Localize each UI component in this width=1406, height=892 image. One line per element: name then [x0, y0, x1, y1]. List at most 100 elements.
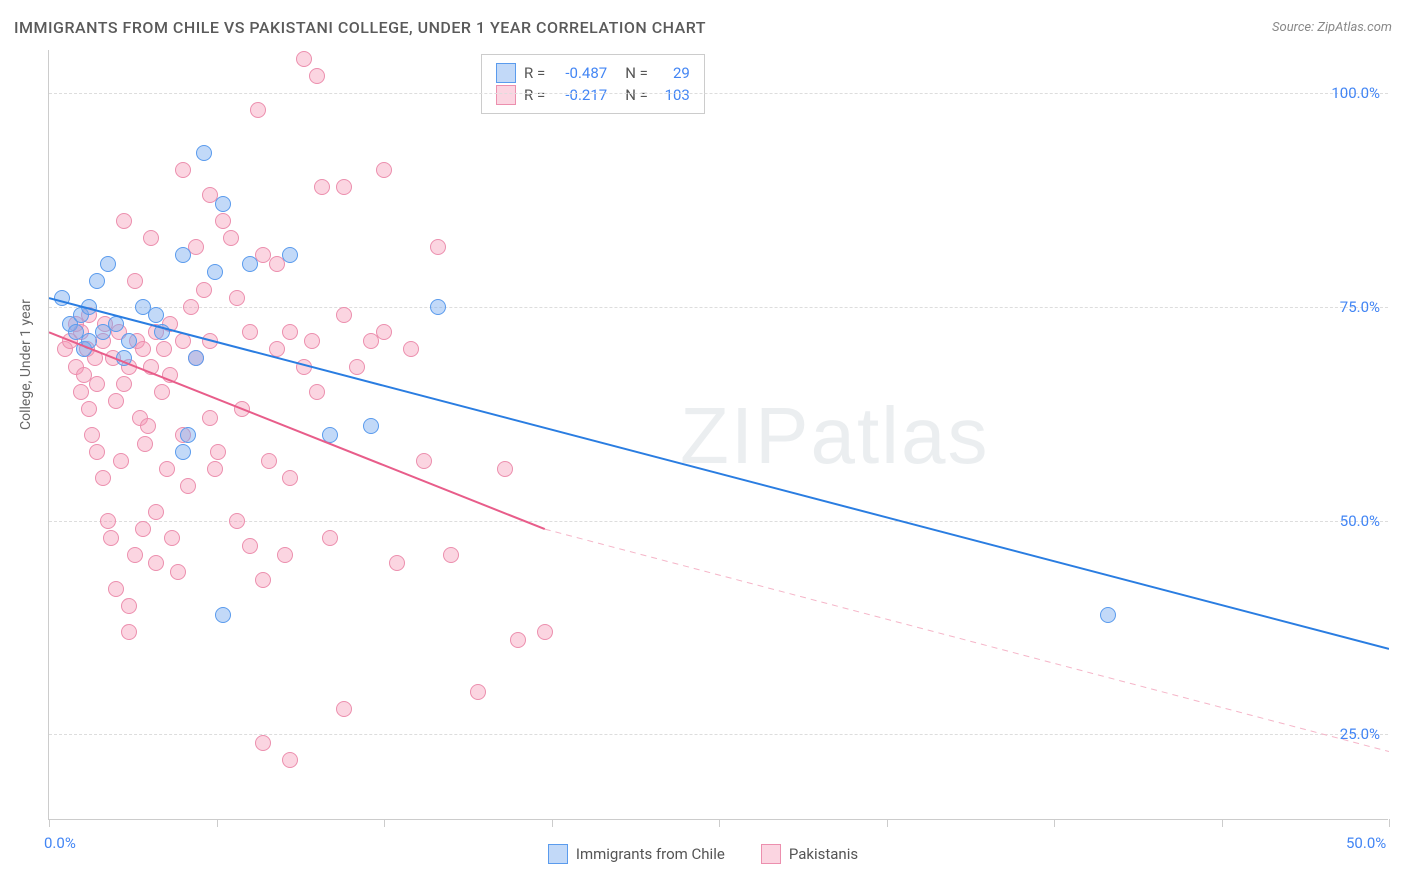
scatter-point — [416, 453, 432, 469]
scatter-point — [234, 401, 250, 417]
scatter-point — [255, 572, 271, 588]
scatter-point — [143, 230, 159, 246]
scatter-point — [1100, 607, 1116, 623]
x-tick — [552, 819, 553, 827]
scatter-point — [215, 196, 231, 212]
scatter-point — [336, 701, 352, 717]
x-tick — [719, 819, 720, 827]
bottom-legend: Immigrants from Chile Pakistanis — [0, 844, 1406, 864]
y-tick-label: 100.0% — [1331, 84, 1380, 102]
n-value-chile: 29 — [656, 64, 690, 82]
x-tick-label: 0.0% — [44, 834, 76, 852]
source-attribution: Source: ZipAtlas.com — [1272, 20, 1392, 35]
chart-plot-area: R = -0.487 N = 29 R = -0.217 N = 103 25.… — [48, 50, 1388, 820]
scatter-point — [100, 513, 116, 529]
y-tick-label: 50.0% — [1340, 512, 1380, 530]
scatter-point — [242, 538, 258, 554]
scatter-point — [156, 341, 172, 357]
scatter-point — [215, 607, 231, 623]
scatter-point — [116, 350, 132, 366]
scatter-point — [100, 256, 116, 272]
scatter-point — [140, 418, 156, 434]
scatter-point — [242, 324, 258, 340]
scatter-point — [127, 273, 143, 289]
scatter-point — [229, 290, 245, 306]
x-tick-label: 50.0% — [1346, 834, 1386, 852]
scatter-point — [309, 68, 325, 84]
legend-stats-row-chile: R = -0.487 N = 29 — [496, 63, 690, 83]
scatter-point — [162, 367, 178, 383]
scatter-point — [135, 521, 151, 537]
scatter-point — [170, 564, 186, 580]
bottom-legend-label-chile: Immigrants from Chile — [576, 845, 725, 863]
bottom-legend-chile: Immigrants from Chile — [548, 844, 725, 864]
scatter-point — [116, 213, 132, 229]
scatter-point — [207, 461, 223, 477]
bottom-legend-label-pakistani: Pakistanis — [789, 845, 858, 863]
scatter-point — [255, 735, 271, 751]
scatter-point — [135, 341, 151, 357]
scatter-point — [537, 624, 553, 640]
scatter-point — [175, 247, 191, 263]
legend-stats-inset: R = -0.487 N = 29 R = -0.217 N = 103 — [481, 54, 705, 114]
scatter-point — [113, 453, 129, 469]
header: IMMIGRANTS FROM CHILE VS PAKISTANI COLLE… — [14, 18, 1392, 37]
scatter-point — [282, 752, 298, 768]
scatter-point — [250, 102, 266, 118]
chart-container: IMMIGRANTS FROM CHILE VS PAKISTANI COLLE… — [0, 0, 1406, 892]
scatter-point — [196, 282, 212, 298]
scatter-point — [223, 230, 239, 246]
scatter-point — [470, 684, 486, 700]
scatter-point — [108, 316, 124, 332]
x-tick — [384, 819, 385, 827]
scatter-point — [121, 598, 137, 614]
scatter-point — [296, 51, 312, 67]
trend-lines — [49, 50, 1389, 820]
scatter-point — [159, 461, 175, 477]
gridline — [49, 93, 1388, 94]
scatter-point — [103, 530, 119, 546]
scatter-point — [54, 290, 70, 306]
y-axis-label: College, Under 1 year — [18, 299, 34, 430]
scatter-point — [202, 410, 218, 426]
scatter-point — [322, 427, 338, 443]
scatter-point — [148, 504, 164, 520]
scatter-point — [127, 547, 143, 563]
scatter-point — [116, 376, 132, 392]
scatter-point — [322, 530, 338, 546]
y-tick-label: 25.0% — [1340, 725, 1380, 743]
x-tick — [217, 819, 218, 827]
scatter-point — [154, 384, 170, 400]
scatter-point — [336, 307, 352, 323]
x-tick — [887, 819, 888, 827]
scatter-point — [95, 470, 111, 486]
scatter-point — [164, 530, 180, 546]
scatter-point — [261, 453, 277, 469]
scatter-point — [304, 333, 320, 349]
scatter-point — [309, 384, 325, 400]
scatter-point — [180, 427, 196, 443]
r-value-chile: -0.487 — [553, 64, 607, 82]
scatter-point — [282, 324, 298, 340]
scatter-point — [389, 555, 405, 571]
scatter-point — [175, 162, 191, 178]
scatter-point — [282, 247, 298, 263]
scatter-point — [89, 444, 105, 460]
y-tick-label: 75.0% — [1340, 298, 1380, 316]
scatter-point — [175, 444, 191, 460]
scatter-point — [202, 333, 218, 349]
scatter-point — [282, 470, 298, 486]
scatter-point — [148, 555, 164, 571]
gridline — [49, 734, 1388, 735]
scatter-point — [188, 350, 204, 366]
scatter-point — [108, 581, 124, 597]
scatter-point — [269, 341, 285, 357]
scatter-point — [89, 376, 105, 392]
r-label: R = — [524, 64, 545, 82]
n-label: N = — [625, 64, 648, 82]
legend-swatch-pakistani — [496, 85, 516, 105]
legend-stats-row-pakistani: R = -0.217 N = 103 — [496, 85, 690, 105]
scatter-point — [196, 145, 212, 161]
legend-swatch-chile — [548, 844, 568, 864]
scatter-point — [121, 333, 137, 349]
